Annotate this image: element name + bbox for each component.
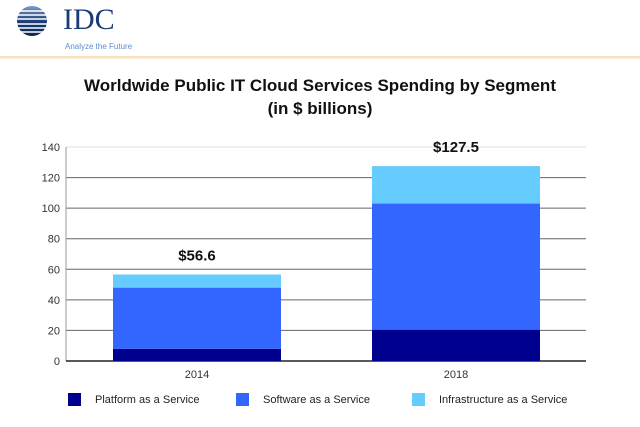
- y-tick-label: 60: [48, 264, 60, 276]
- bar-segment: [372, 203, 540, 330]
- bar-segment: [113, 348, 281, 361]
- x-tick-label: 2014: [185, 369, 209, 381]
- chart-subtitle: (in $ billions): [267, 99, 373, 118]
- legend-item: Infrastructure as a Service: [412, 393, 567, 406]
- bar-segment: [372, 329, 540, 361]
- legend-swatch: [68, 393, 81, 406]
- total-label: $56.6: [178, 247, 216, 264]
- bar-segment: [113, 274, 281, 288]
- bar-segment: [113, 287, 281, 349]
- legend-label: Infrastructure as a Service: [439, 393, 568, 406]
- legend-label: Software as a Service: [263, 393, 370, 406]
- bar-segment: [372, 166, 540, 204]
- idc-logo: IDC Analyze the Future: [8, 3, 133, 51]
- y-tick-label: 80: [48, 234, 60, 246]
- logo-tagline: Analyze the Future: [65, 42, 133, 51]
- y-tick-label: 20: [48, 325, 60, 337]
- x-tick-label: 2018: [444, 369, 468, 381]
- total-label: $127.5: [433, 139, 479, 156]
- y-tick-label: 40: [48, 295, 60, 307]
- y-tick-label: 120: [42, 173, 60, 185]
- stacked-bar-chart: 0 20 40 60 80 100 120 140 $56.6 2014 $127.5 2018: [42, 139, 586, 381]
- legend-swatch: [412, 393, 425, 406]
- legend-item: Software as a Service: [236, 393, 370, 406]
- y-tick-label: 100: [42, 203, 60, 215]
- y-tick-label: 0: [54, 356, 60, 368]
- legend-label: Platform as a Service: [95, 393, 200, 406]
- header-divider: [0, 56, 640, 59]
- logo-text: IDC: [63, 3, 115, 36]
- y-tick-label: 140: [42, 142, 60, 154]
- chart-title: Worldwide Public IT Cloud Services Spend…: [84, 76, 556, 95]
- legend-swatch: [236, 393, 249, 406]
- legend-item: Platform as a Service: [68, 393, 200, 406]
